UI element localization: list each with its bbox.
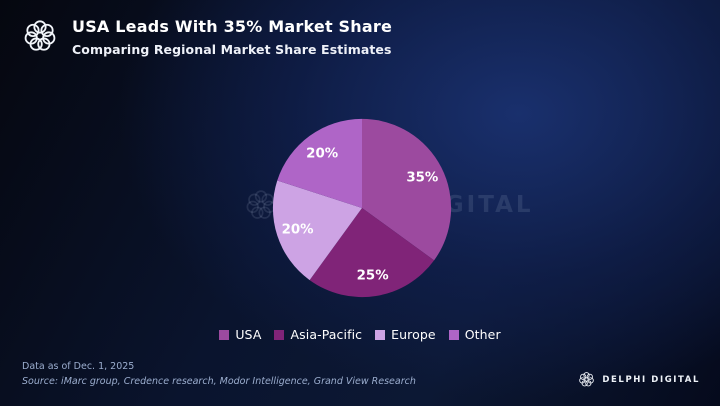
legend-swatch (448, 329, 459, 340)
pie-slice-asia-pacific (309, 208, 435, 298)
header-text: USA Leads With 35% Market Share Comparin… (72, 17, 392, 57)
pie-slice-label: 20% (306, 147, 338, 162)
brand-logo: DELPHI DIGITAL (578, 371, 700, 388)
slide-subtitle: Comparing Regional Market Share Estimate… (72, 42, 392, 57)
pie-slice-label: 25% (357, 268, 389, 283)
legend-item-other: Other (448, 327, 501, 342)
pie-slice-label: 20% (282, 222, 314, 237)
legend-label: Europe (391, 327, 436, 342)
data-as-of-text: Data as of Dec. 1, 2025 (22, 361, 135, 372)
legend-label: USA (235, 327, 262, 342)
pie-chart-svg: 35% 25% 20% 20% (272, 118, 452, 298)
pie-slice-europe (272, 180, 362, 281)
chart-legend: USA Asia-Pacific Europe Other (0, 327, 720, 342)
legend-label: Other (464, 327, 501, 342)
legend-item-asia-pacific: Asia-Pacific (274, 327, 362, 342)
header: USA Leads With 35% Market Share Comparin… (22, 17, 392, 57)
brand-name: DELPHI DIGITAL (602, 374, 700, 385)
legend-swatch (274, 329, 285, 340)
source-text: Source: iMarc group, Credence research, … (22, 375, 416, 387)
slide-title: USA Leads With 35% Market Share (72, 17, 393, 36)
pie-slice-other (277, 118, 362, 208)
pie-chart: 35% 25% 20% 20% (264, 110, 460, 306)
delphi-knot-logo-icon (24, 20, 56, 51)
legend-item-europe: Europe (375, 327, 436, 342)
legend-item-usa: USA (219, 327, 261, 342)
legend-swatch (219, 329, 230, 340)
pie-slice-label: 35% (406, 171, 438, 186)
legend-swatch (375, 329, 386, 340)
pie-slice-usa (362, 118, 452, 261)
legend-label: Asia-Pacific (290, 327, 363, 342)
brand-knot-icon (579, 372, 595, 387)
footer-notes: Data as of Dec. 1, 2025 Source: iMarc gr… (22, 360, 416, 389)
